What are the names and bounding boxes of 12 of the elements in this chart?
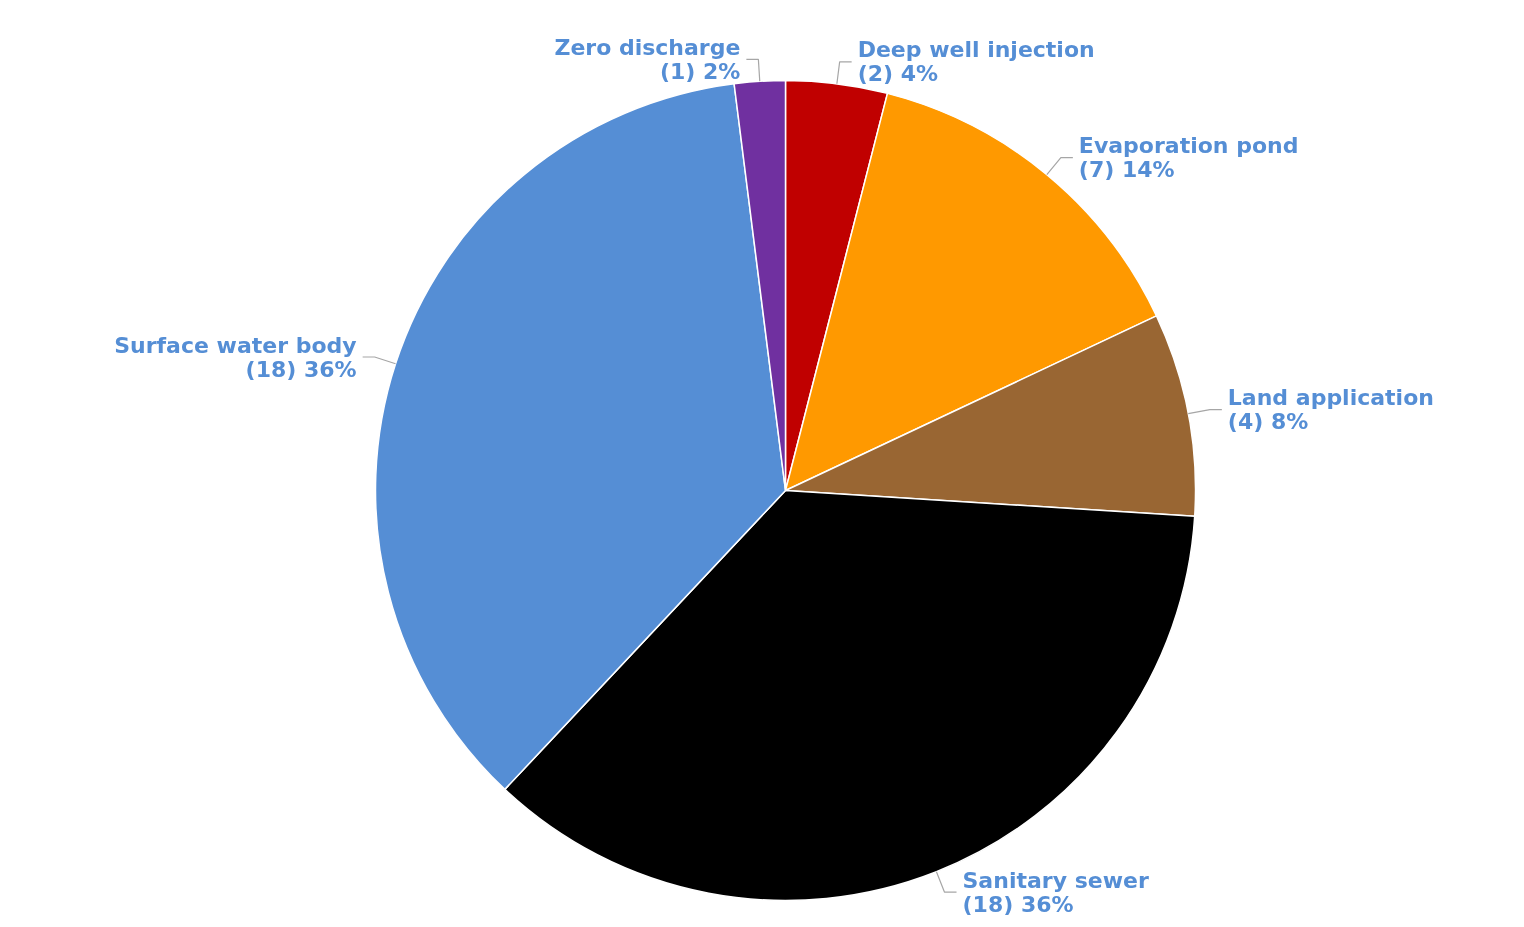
slice-label: Zero discharge — [554, 34, 741, 60]
slice-label: Deep well injection — [857, 37, 1095, 63]
data-label: (7) 14% — [1078, 157, 1175, 183]
data-label: (18) 36% — [962, 891, 1074, 917]
slice-label: Surface water body — [114, 332, 357, 358]
data-label: (1) 2% — [659, 58, 741, 84]
data-label: (2) 4% — [857, 61, 939, 87]
data-label: (18) 36% — [245, 356, 357, 382]
slice-label: Evaporation pond — [1078, 133, 1299, 159]
data-label: (4) 8% — [1227, 409, 1309, 435]
slice-label: Land application — [1227, 385, 1434, 411]
slice-label: Sanitary sewer — [962, 867, 1149, 893]
